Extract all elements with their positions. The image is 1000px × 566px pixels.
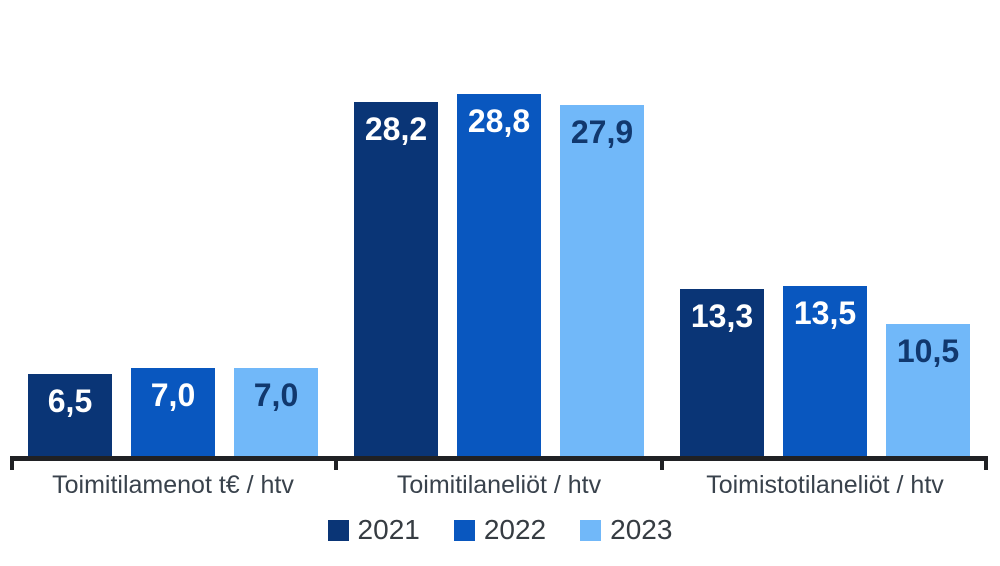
bar-2022-group-1: 7,0	[131, 368, 215, 456]
axis-tick	[984, 456, 988, 470]
category-label: Toimistotilaneliöt / htv	[706, 471, 944, 499]
bar-value-label: 28,8	[467, 103, 531, 139]
bar-group-1: 6,5 7,0 7,0	[10, 0, 336, 456]
legend-swatch-icon	[580, 519, 602, 541]
bar-group-2: 28,2 28,8 27,9	[336, 0, 662, 456]
axis-tick	[333, 456, 338, 470]
category-label: Toimitilaneliöt / htv	[396, 471, 602, 499]
category-labels-row: Toimitilamenot t€ / htv Toimitilaneliöt /…	[10, 471, 988, 500]
bar-value-label: 13,5	[793, 295, 857, 331]
category-label: Toimitilamenot t€ / htv	[52, 471, 294, 499]
bar-2021-group-2: 28,2	[354, 102, 438, 456]
plot-area: 6,5 7,0 7,0 28,2 28,8 27,9 13,3 13,5 10,5	[10, 0, 988, 456]
bar-2023-group-1: 7,0	[234, 368, 318, 456]
legend-label: 2023	[610, 514, 673, 545]
legend-item-2022: 2022	[453, 514, 547, 545]
legend-label: 2021	[357, 514, 420, 545]
bar-2021-group-1: 6,5	[28, 374, 112, 456]
bar-2022-group-3: 13,5	[783, 286, 867, 456]
bar-value-label: 13,3	[690, 298, 754, 334]
legend-item-2021: 2021	[327, 514, 420, 545]
legend-label: 2022	[483, 514, 547, 545]
bar-value-label: 7,0	[253, 377, 299, 413]
bar-2021-group-3: 13,3	[680, 289, 764, 456]
bar-value-label: 7,0	[150, 377, 196, 413]
legend: 2021 2022 2023	[0, 516, 1000, 544]
legend-item-2023: 2023	[580, 516, 672, 544]
bar-value-label: 6,5	[47, 383, 93, 419]
axis-tick	[660, 456, 664, 470]
bar-value-label: 27,9	[570, 114, 634, 150]
bar-value-label: 28,2	[364, 111, 428, 147]
x-axis-line	[10, 456, 988, 470]
axis-tick	[10, 456, 14, 470]
bar-2023-group-2: 27,9	[560, 105, 644, 456]
bar-group-3: 13,3 13,5 10,5	[662, 0, 988, 456]
legend-swatch-icon	[453, 519, 475, 541]
legend-swatch-icon	[327, 519, 349, 541]
bar-value-label: 10,5	[896, 333, 960, 369]
bar-2022-group-2: 28,8	[457, 94, 541, 456]
bar-2023-group-3: 10,5	[886, 324, 970, 456]
